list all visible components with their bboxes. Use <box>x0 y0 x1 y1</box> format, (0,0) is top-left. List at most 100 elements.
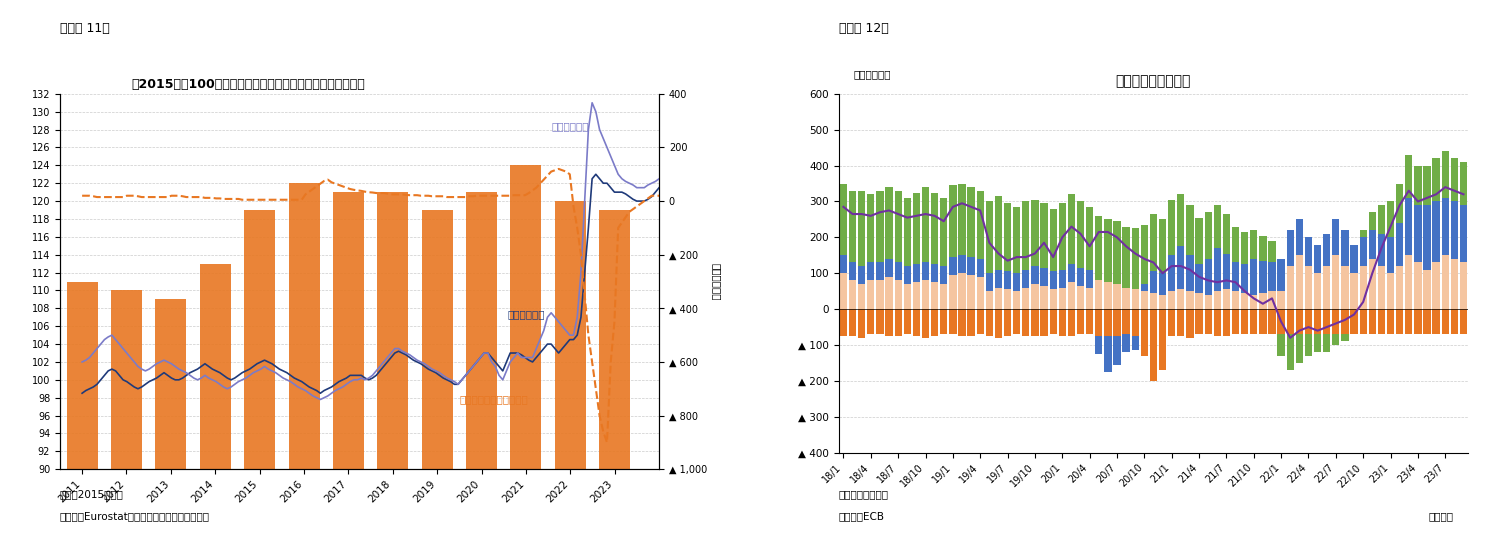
Bar <box>207 198 210 201</box>
Bar <box>1131 229 1138 289</box>
Bar <box>1423 269 1431 309</box>
Bar <box>1022 288 1029 309</box>
Bar <box>921 309 929 338</box>
Bar <box>1104 219 1112 282</box>
Bar <box>1387 309 1395 334</box>
Bar <box>241 200 244 201</box>
Bar <box>858 266 866 284</box>
Bar <box>1350 273 1357 309</box>
Bar <box>1222 214 1230 253</box>
Bar <box>930 264 938 282</box>
Bar <box>1369 309 1377 334</box>
Bar <box>277 200 282 201</box>
Bar <box>96 197 99 201</box>
Bar <box>575 201 578 228</box>
Bar <box>352 190 355 201</box>
Bar <box>177 196 181 201</box>
Bar <box>457 197 460 201</box>
Bar <box>1186 255 1194 291</box>
Bar <box>1260 309 1266 334</box>
Bar <box>638 201 643 204</box>
Bar <box>530 190 535 201</box>
Bar <box>520 195 523 201</box>
Bar <box>986 273 993 291</box>
Bar <box>1414 263 1422 309</box>
Bar <box>1050 209 1056 272</box>
Bar <box>1305 237 1312 266</box>
Bar <box>1432 158 1440 201</box>
Bar <box>995 309 1002 338</box>
Bar <box>252 200 255 201</box>
Bar <box>1378 309 1386 334</box>
Bar <box>894 191 902 263</box>
Bar <box>1159 273 1167 295</box>
Bar <box>849 280 857 309</box>
Bar <box>84 196 87 201</box>
Text: （2015年＝100）　ユーロ圏の輸出入物価と交易利得・損失: （2015年＝100） ユーロ圏の輸出入物価と交易利得・損失 <box>132 78 366 91</box>
Bar <box>1122 226 1129 288</box>
Text: （資料）ECB: （資料）ECB <box>839 511 885 521</box>
Bar <box>1251 259 1257 295</box>
Bar <box>1168 309 1176 336</box>
Bar <box>580 201 583 254</box>
Bar <box>565 172 568 201</box>
Bar <box>1296 309 1303 334</box>
Bar <box>620 201 623 222</box>
Bar <box>1213 248 1221 291</box>
Bar <box>1004 309 1011 336</box>
Bar <box>968 187 975 257</box>
Bar <box>1350 245 1357 273</box>
Bar <box>858 191 866 266</box>
Bar <box>1086 288 1094 309</box>
Bar <box>1077 201 1085 268</box>
Bar <box>876 191 884 263</box>
Bar <box>512 195 515 201</box>
Bar <box>1022 269 1029 288</box>
Bar <box>885 309 893 336</box>
Bar <box>1195 264 1203 293</box>
Bar <box>635 201 638 206</box>
Bar <box>1022 201 1029 269</box>
Bar <box>1004 272 1011 289</box>
Bar <box>1059 309 1067 336</box>
Bar <box>894 309 902 336</box>
Bar <box>1113 309 1121 336</box>
Bar <box>333 192 364 552</box>
Bar <box>502 196 505 201</box>
Bar <box>1122 288 1129 309</box>
Bar <box>995 288 1002 309</box>
Bar <box>1231 226 1239 263</box>
Bar <box>1113 221 1121 284</box>
Bar <box>941 284 947 309</box>
Bar <box>1287 309 1294 334</box>
Bar <box>1077 309 1085 334</box>
Bar <box>1369 230 1377 259</box>
Title: ユーロ圏の経常収支: ユーロ圏の経常収支 <box>1116 75 1191 88</box>
Bar <box>1131 309 1138 336</box>
Bar <box>658 196 661 201</box>
Bar <box>81 196 84 201</box>
Bar <box>234 199 237 201</box>
Bar <box>1461 263 1467 309</box>
Bar <box>1177 309 1185 336</box>
Bar <box>959 255 966 273</box>
Bar <box>156 299 186 552</box>
Bar <box>259 200 262 201</box>
Bar <box>315 187 318 201</box>
Bar <box>1231 263 1239 291</box>
Bar <box>572 201 575 206</box>
Bar <box>1068 309 1076 336</box>
Bar <box>1332 334 1339 345</box>
Bar <box>1414 205 1422 263</box>
Bar <box>289 183 319 552</box>
Bar <box>1068 282 1076 309</box>
Text: （資料）Eurostatよりニッセイ基礎研究所作成: （資料）Eurostatよりニッセイ基礎研究所作成 <box>60 511 210 521</box>
Bar <box>1396 309 1404 334</box>
Bar <box>885 187 893 259</box>
Bar <box>297 200 300 201</box>
Bar <box>867 263 875 280</box>
Bar <box>995 269 1002 288</box>
Text: （月次）: （月次） <box>1428 511 1453 521</box>
Bar <box>327 179 330 201</box>
Bar <box>166 197 169 201</box>
